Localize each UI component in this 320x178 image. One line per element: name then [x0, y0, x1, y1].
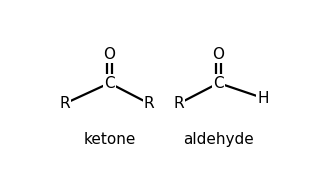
Text: R: R [144, 96, 155, 111]
Text: C: C [104, 75, 115, 91]
Text: R: R [60, 96, 70, 111]
Text: C: C [213, 75, 224, 91]
Text: R: R [173, 96, 184, 111]
Text: ketone: ketone [83, 132, 136, 147]
Text: aldehyde: aldehyde [183, 132, 254, 147]
Text: H: H [258, 91, 269, 106]
Text: O: O [212, 47, 225, 62]
Text: O: O [103, 47, 116, 62]
